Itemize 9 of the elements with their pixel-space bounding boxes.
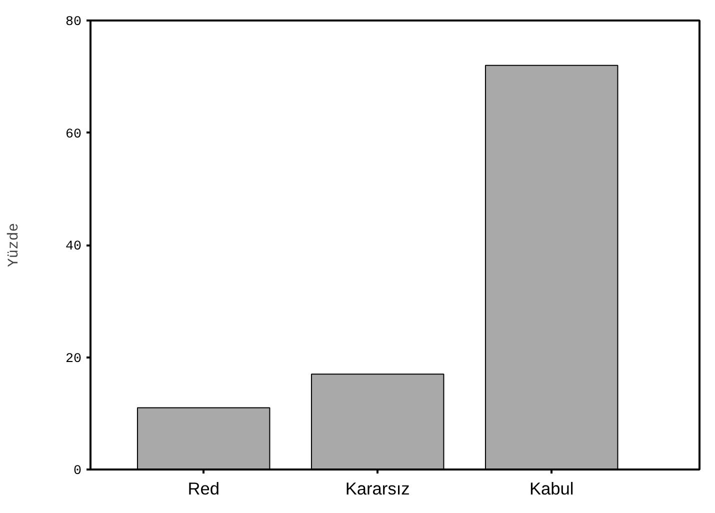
x-tick-label: Kabul xyxy=(529,478,574,498)
y-axis-title: Yüzde xyxy=(6,223,23,267)
y-tick-label: 0 xyxy=(74,464,82,479)
y-tick-label: 60 xyxy=(66,127,82,142)
x-tick-label: Red xyxy=(188,478,220,498)
y-tick-label: 80 xyxy=(66,15,82,30)
y-tick-label: 20 xyxy=(66,352,82,367)
y-tick-label: 40 xyxy=(66,240,82,254)
x-tick-label: Kararsız xyxy=(345,478,410,498)
